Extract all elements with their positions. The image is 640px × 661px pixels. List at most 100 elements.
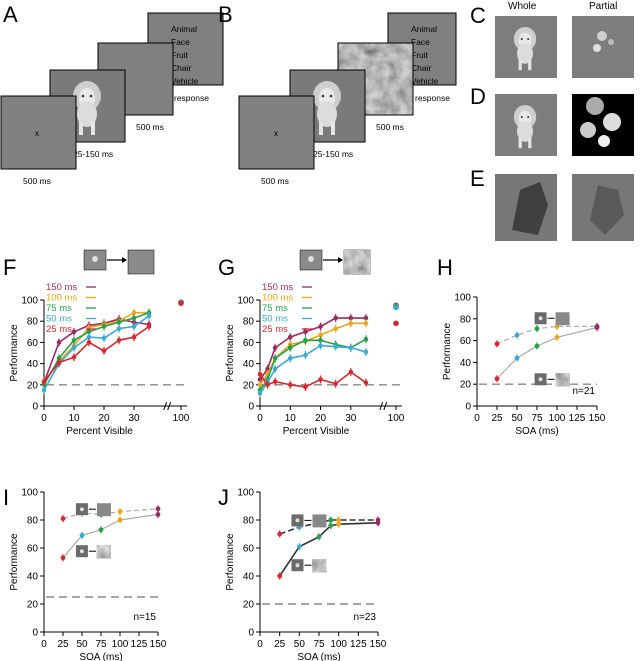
thumb-bubble-I-0 (79, 507, 84, 512)
panel-label-f: F (3, 255, 16, 280)
data-point-G-25 (257, 371, 263, 377)
mask-time-b: 500 ms (376, 122, 404, 132)
axis-break-F (163, 401, 168, 411)
y-tick-label-G: 80 (243, 317, 255, 328)
data-point-J-1 (296, 544, 302, 549)
x-tick-label-I: 50 (76, 639, 88, 650)
y-tick-label-G: 0 (248, 402, 254, 413)
axis-break-G (379, 401, 384, 411)
x-tick-label-H: 150 (589, 413, 606, 424)
x-axis-title-I: SOA (ms) (79, 652, 122, 661)
fix-time-b: 500 ms (261, 176, 289, 186)
data-point-F-25 (131, 334, 137, 340)
series-line-F-100 (43, 311, 149, 384)
panel-label-g: G (218, 255, 235, 280)
data-point-G-50 (333, 344, 338, 349)
stim-time-b: 25-150 ms (313, 149, 353, 159)
header-whole: Whole (508, 1, 537, 12)
data-point-G-100 (363, 321, 369, 326)
data-point-H-1 (554, 334, 560, 340)
x-tick-label-J: 100 (330, 639, 347, 650)
y-tick-label-I: 20 (27, 600, 39, 611)
data-point-I-1 (98, 527, 104, 533)
x-tick-label-I: 75 (95, 639, 107, 650)
x-tick-label-J: 0 (257, 639, 263, 650)
thumb-bubble-F (92, 256, 98, 262)
x-axis-title-J: SOA (ms) (297, 652, 340, 661)
data-point-G-50 (287, 356, 293, 361)
choice-list-b: Animal Face Fruit Chair Vehicle (411, 24, 439, 86)
data-point-H-0 (494, 341, 500, 347)
data-point-G-25 (333, 381, 338, 387)
full-visibility-point-F-25 (178, 300, 184, 306)
data-point-G-150 (303, 329, 308, 335)
data-point-I-1 (79, 533, 85, 538)
y-axis-title-G: Performance (225, 324, 236, 382)
n-label-I: n=15 (133, 612, 156, 623)
y-tick-label-F: 80 (27, 317, 39, 328)
data-point-G-25 (287, 382, 293, 388)
y-tick-label-G: 20 (243, 380, 255, 391)
svg-text:Vehicle: Vehicle (171, 76, 199, 86)
data-point-G-150 (348, 315, 354, 321)
series-line-J-1 (279, 522, 379, 577)
data-point-G-25 (272, 379, 278, 384)
data-point-G-50 (348, 345, 354, 351)
y-tick-label-J: 60 (243, 544, 255, 555)
x-tick-label-G: 10 (285, 413, 297, 424)
panel-label-h: H (437, 255, 453, 280)
data-point-F-50 (71, 345, 77, 351)
panel-label-c: C (470, 3, 486, 28)
y-tick-label-I: 40 (27, 572, 39, 583)
svg-text:Animal: Animal (171, 24, 197, 34)
x-tick-label-H: 75 (531, 413, 543, 424)
svg-text:Fruit: Fruit (171, 50, 189, 60)
thumb-mask-J-0 (312, 514, 327, 528)
legend-label-G-75: 75 ms (262, 303, 288, 314)
data-point-F-75 (131, 315, 137, 321)
data-point-H-0 (514, 332, 520, 338)
thumb-bubble-J-0 (295, 518, 300, 523)
x-tick-label-F: 10 (68, 413, 80, 424)
x-tick-label-G: 100 (388, 413, 405, 424)
panel-label-j: J (218, 485, 229, 510)
data-point-F-50 (131, 324, 137, 329)
data-point-J-1 (316, 534, 322, 540)
data-point-G-150 (272, 345, 278, 351)
data-point-H-1 (594, 325, 600, 330)
x-tick-label-H: 100 (549, 413, 566, 424)
thumb-bubble-J-1 (295, 563, 300, 568)
y-tick-label-F: 40 (27, 359, 39, 370)
svg-text:Face: Face (171, 37, 190, 47)
y-tick-label-I: 60 (27, 544, 39, 555)
y-tick-label-F: 0 (32, 402, 38, 413)
data-point-G-150 (257, 377, 263, 382)
x-tick-label-J: 25 (274, 639, 286, 650)
y-tick-label-F: 100 (21, 296, 38, 307)
data-point-G-25 (265, 382, 270, 388)
data-point-F-25 (41, 379, 47, 384)
x-tick-label-F: 100 (173, 413, 190, 424)
data-point-G-25 (348, 369, 354, 375)
data-point-F-75 (56, 356, 62, 361)
full-visibility-point-G-50 (393, 304, 399, 311)
data-point-I-1 (60, 555, 66, 561)
legend-label-F-100: 100 ms (46, 293, 77, 304)
data-point-H-0 (534, 326, 540, 332)
data-point-G-150 (287, 334, 293, 340)
n-label-H: n=21 (572, 386, 595, 397)
data-point-F-75 (71, 337, 77, 343)
panel-b: B Animal Face Fruit Chair Vehicle respon… (218, 2, 457, 186)
data-point-J-1 (328, 523, 334, 528)
data-point-J-0 (328, 517, 334, 523)
y-tick-label-I: 0 (32, 628, 38, 639)
data-point-G-25 (303, 384, 308, 390)
legend-label-F-150: 150 ms (46, 282, 77, 293)
partial-bubble-d (586, 97, 604, 115)
data-point-F-25 (71, 354, 77, 360)
data-point-F-25 (146, 324, 152, 329)
data-point-J-1 (336, 521, 342, 527)
x-tick-label-H: 125 (569, 413, 586, 424)
legend-label-G-50: 50 ms (262, 314, 288, 325)
